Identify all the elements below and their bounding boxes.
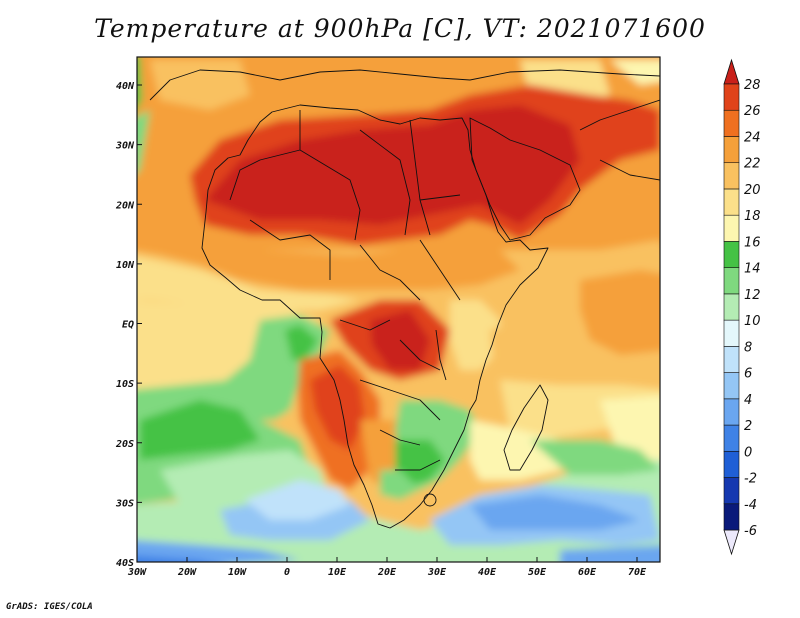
colorbar-label: 20 bbox=[744, 183, 761, 198]
lon-tick-label: 50E bbox=[528, 567, 547, 578]
colorbar-swatch bbox=[723, 136, 740, 164]
lon-tick-label: 10E bbox=[328, 567, 347, 578]
lon-tick-label: 40E bbox=[478, 567, 497, 578]
colorbar-swatch bbox=[723, 83, 740, 111]
lat-tick-label: 20S bbox=[115, 439, 134, 450]
colorbar-label: 24 bbox=[744, 130, 761, 145]
colorbar-swatch bbox=[723, 293, 740, 321]
latitude-axis: 40S 30S 20S 10S EQ 10N 20N 30N 40N bbox=[115, 81, 142, 569]
lat-tick-label: 10S bbox=[116, 379, 134, 390]
lon-tick-label: 20E bbox=[377, 567, 397, 578]
lat-tick-label: 30N bbox=[115, 141, 135, 152]
lon-tick-label: 30W bbox=[127, 567, 147, 578]
colorbar-swatch bbox=[723, 188, 740, 216]
colorbar-bottom-arrow bbox=[723, 529, 740, 556]
colorbar-swatch bbox=[723, 109, 740, 137]
lat-tick-label: 20N bbox=[115, 200, 135, 211]
longitude-axis: 30W 20W 10W 0 10E 20E 30E 40E 50E 60E 70E bbox=[127, 557, 647, 578]
colorbar-swatch bbox=[723, 241, 740, 268]
colorbar-label: -6 bbox=[744, 524, 757, 539]
lon-tick-label: 70E bbox=[628, 567, 647, 578]
footer-credit: GrADS: IGES/COLA bbox=[6, 602, 93, 612]
colorbar-top-arrow bbox=[723, 58, 740, 85]
colorbar-swatch bbox=[723, 319, 740, 347]
lat-tick-label: 10N bbox=[116, 260, 135, 271]
plot-frame bbox=[136, 56, 661, 563]
lon-tick-label: 10W bbox=[228, 567, 247, 578]
colorbar-label: -2 bbox=[744, 472, 757, 487]
coastlines bbox=[149, 69, 660, 529]
colorbar-swatch bbox=[723, 372, 740, 400]
lon-tick-label: 0 bbox=[284, 567, 290, 578]
colorbar-label: 28 bbox=[744, 78, 761, 93]
colorbar-label: 26 bbox=[744, 104, 761, 119]
colorbar-swatch bbox=[723, 346, 740, 373]
colorbar-label: 12 bbox=[744, 288, 761, 303]
colorbar-swatch bbox=[723, 424, 740, 452]
lon-tick-label: 30E bbox=[427, 567, 447, 578]
colorbar-swatch bbox=[723, 267, 740, 295]
colorbar-swatch bbox=[723, 162, 740, 190]
colorbar-label: 14 bbox=[744, 262, 761, 277]
colorbar-swatch bbox=[723, 398, 740, 426]
lat-tick-label: EQ bbox=[122, 320, 134, 331]
lat-tick-label: 40S bbox=[116, 558, 134, 569]
colorbar-label: 10 bbox=[744, 314, 761, 329]
colorbar-label: 16 bbox=[744, 235, 761, 250]
temperature-field bbox=[137, 57, 660, 562]
colorbar-label: 8 bbox=[744, 340, 752, 355]
colorbar-swatch bbox=[723, 450, 740, 478]
colorbar-swatch bbox=[723, 503, 740, 531]
colorbar-label: 0 bbox=[744, 445, 752, 460]
colorbar-swatch bbox=[723, 214, 740, 242]
colorbar-label: 4 bbox=[744, 393, 752, 408]
colorbar-label: 6 bbox=[744, 367, 752, 382]
colorbar-swatch bbox=[723, 477, 740, 505]
colorbar-label: 22 bbox=[744, 157, 761, 172]
lat-tick-label: 40N bbox=[116, 81, 135, 92]
colorbar-label: 18 bbox=[744, 209, 761, 224]
lon-tick-label: 20W bbox=[177, 567, 197, 578]
colorbar-label: -4 bbox=[744, 498, 757, 513]
colorbar-label: 2 bbox=[744, 419, 752, 434]
lat-tick-label: 30S bbox=[115, 498, 134, 509]
lon-tick-label: 60E bbox=[578, 567, 597, 578]
map-title: Temperature at 900hPa [C], VT: 202107160… bbox=[94, 14, 706, 43]
